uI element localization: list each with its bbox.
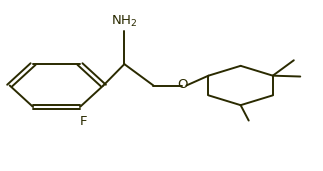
Text: F: F xyxy=(79,115,87,128)
Text: NH$_2$: NH$_2$ xyxy=(111,14,138,29)
Text: O: O xyxy=(177,78,188,91)
